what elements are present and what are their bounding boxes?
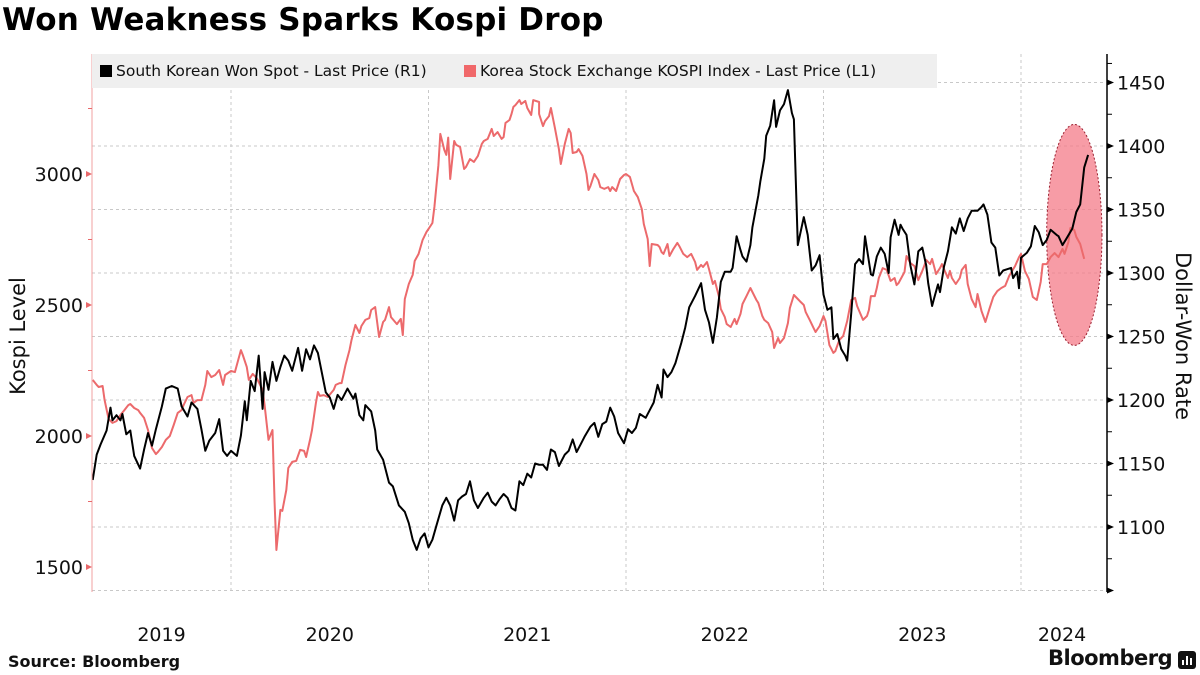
gridlines: [92, 54, 1103, 592]
right-tick-marker: [1107, 524, 1114, 530]
x-tick-label: 2023: [898, 624, 946, 646]
source-note: Source: Bloomberg: [8, 652, 181, 671]
right-tick-marker: [1107, 397, 1114, 403]
bloomberg-logo: Bloomberg: [1048, 646, 1173, 670]
x-tick-label: 2020: [306, 624, 354, 646]
right-tick-marker: [1107, 206, 1114, 213]
x-tick-label: 2019: [137, 624, 185, 646]
right-tick-marker: [1107, 460, 1114, 467]
left-tick-label: 2500: [35, 295, 83, 317]
left-tick-marker: [86, 171, 92, 177]
left-tick-marker: [86, 564, 92, 570]
left-tick-marker: [86, 433, 92, 439]
right-tick-label: 1350: [1117, 200, 1165, 222]
won-series-line: [91, 89, 1090, 551]
legend-swatch-won: [100, 65, 112, 77]
right-tick-marker: [1107, 270, 1114, 276]
legend: South Korean Won Spot - Last Price (R1) …: [92, 54, 937, 88]
right-tick-label: 1200: [1117, 390, 1165, 412]
left-axis: 1500 2000 2500 3000: [35, 54, 93, 592]
left-tick-label: 2000: [35, 426, 83, 448]
right-tick-label: 1400: [1117, 136, 1165, 158]
right-tick-label: 1450: [1117, 73, 1165, 95]
bloomberg-terminal-icon: [1178, 651, 1196, 669]
right-axis-title: Dollar-Won Rate: [1171, 252, 1195, 420]
x-tick-label: 2021: [503, 624, 551, 646]
legend-label-won: South Korean Won Spot - Last Price (R1): [116, 62, 427, 80]
left-axis-title: Kospi Level: [6, 277, 30, 395]
x-tick-label: 2024: [1038, 624, 1086, 646]
right-tick-label: 1150: [1117, 454, 1165, 476]
right-tick-label: 1300: [1117, 263, 1165, 285]
right-axis: 1100 1150 1200 1250 1300 1350 1400 1450: [1106, 54, 1165, 594]
right-tick-marker: [1107, 333, 1114, 340]
annotation-layer: [1046, 123, 1103, 346]
legend-item-won: South Korean Won Spot - Last Price (R1): [100, 62, 427, 80]
right-tick-label: 1250: [1117, 327, 1165, 349]
chart-title: Won Weakness Sparks Kospi Drop: [2, 2, 604, 38]
x-axis: 2019 2020 2021 2022 2023 2024: [137, 624, 1086, 646]
left-tick-label: 1500: [35, 557, 83, 579]
x-tick-label: 2022: [701, 624, 749, 646]
legend-item-kospi: Korea Stock Exchange KOSPI Index - Last …: [464, 62, 876, 80]
right-tick-marker: [1107, 79, 1114, 86]
series-lines: [91, 89, 1090, 551]
legend-swatch-kospi: [464, 65, 476, 77]
highlight-ellipse: [1046, 123, 1103, 346]
left-tick-marker: [86, 302, 92, 308]
right-tick-marker: [1107, 143, 1114, 149]
kospi-series-line: [91, 99, 1086, 551]
right-tick-marker: [1107, 587, 1114, 594]
left-tick-label: 3000: [35, 164, 83, 186]
legend-label-kospi: Korea Stock Exchange KOSPI Index - Last …: [480, 62, 877, 80]
right-tick-label: 1100: [1117, 517, 1165, 539]
